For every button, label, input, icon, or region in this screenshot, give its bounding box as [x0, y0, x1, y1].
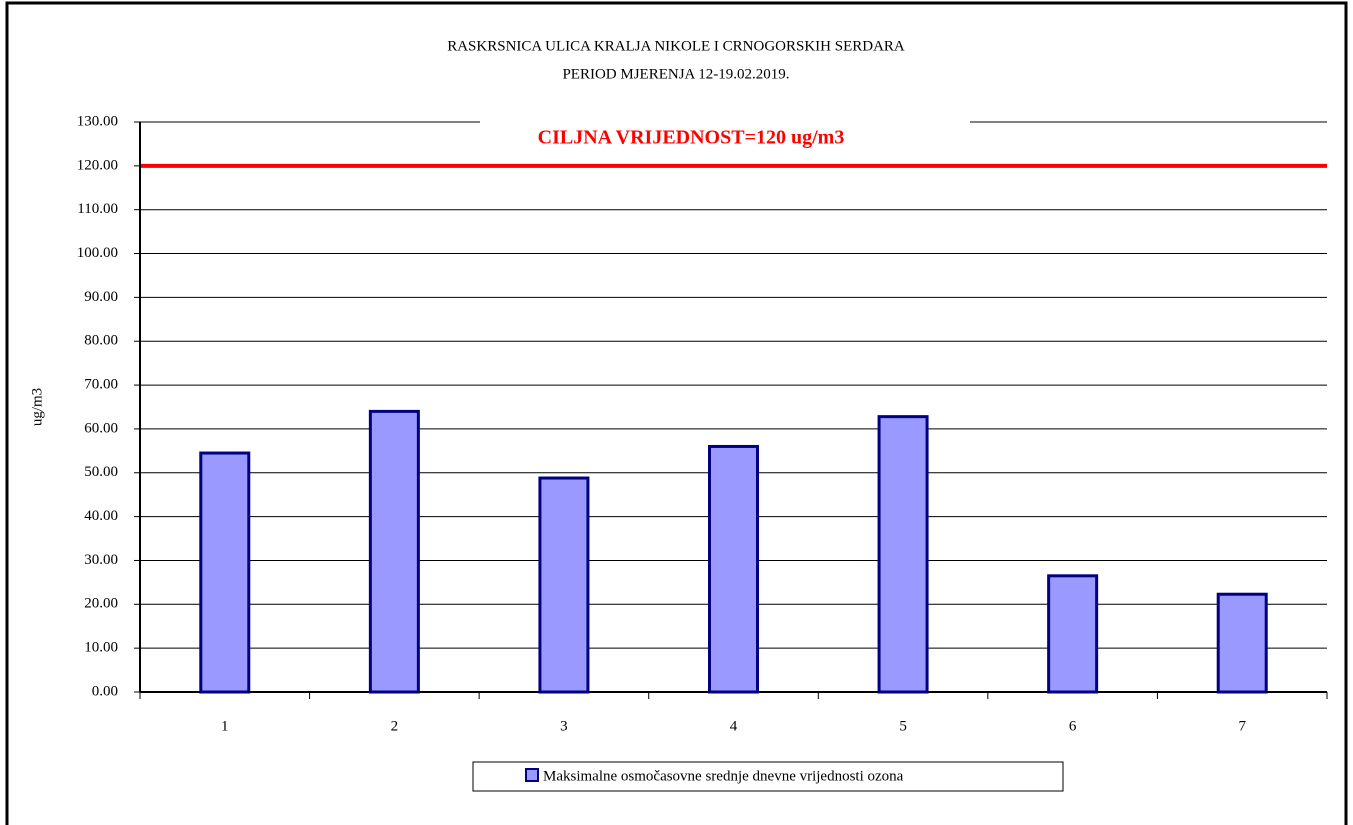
- y-tick-label: 20.00: [84, 596, 118, 612]
- chart-title: RASKRSNICA ULICA KRALJA NIKOLE I CRNOGOR…: [447, 38, 905, 54]
- y-tick-label: 110.00: [77, 201, 118, 217]
- x-tick-label: 6: [1069, 718, 1077, 734]
- x-tick-label: 7: [1238, 718, 1246, 734]
- bar: [1047, 574, 1099, 694]
- x-tick-label: 5: [899, 718, 907, 734]
- y-tick-label: 40.00: [84, 508, 118, 524]
- legend-swatch: [525, 768, 539, 782]
- annotation-background: [480, 118, 970, 152]
- y-tick-label: 120.00: [77, 157, 118, 173]
- y-tick-label: 30.00: [84, 552, 118, 568]
- y-tick-label: 130.00: [77, 113, 118, 129]
- y-axis-label: ug/m3: [29, 388, 45, 426]
- bar: [877, 415, 929, 694]
- x-tick-label: 3: [560, 718, 568, 734]
- x-tick-label: 1: [221, 718, 229, 734]
- y-tick-label: 70.00: [84, 377, 118, 393]
- x-tick-label: 2: [391, 718, 399, 734]
- chart-subtitle: PERIOD MJERENJA 12-19.02.2019.: [562, 66, 789, 82]
- legend-label: Maksimalne osmočasovne srednje dnevne vr…: [543, 768, 904, 784]
- y-tick-label: 10.00: [84, 640, 118, 656]
- y-tick-label: 0.00: [92, 683, 118, 699]
- y-tick-label: 100.00: [77, 245, 118, 261]
- y-tick-label: 60.00: [84, 420, 118, 436]
- bar: [708, 444, 759, 694]
- bar: [1216, 592, 1268, 694]
- legend-box: [472, 761, 1064, 792]
- x-tick-label: 4: [730, 718, 738, 734]
- y-tick-label: 80.00: [84, 333, 118, 349]
- y-tick-label: 90.00: [84, 289, 118, 305]
- y-tick-label: 50.00: [84, 464, 118, 480]
- annotation: CILJNA VRIJEDNOST=120 ug/m3: [538, 127, 845, 149]
- bar: [538, 476, 590, 694]
- bar: [199, 451, 251, 694]
- bar: [368, 409, 420, 694]
